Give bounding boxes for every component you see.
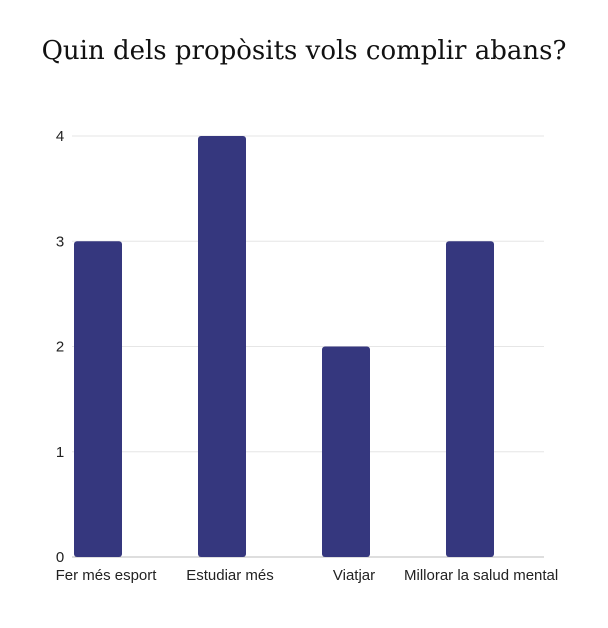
x-tick-label: Viatjar (333, 567, 375, 584)
bar (446, 241, 494, 557)
x-tick-label: Estudiar més (186, 567, 274, 584)
y-tick-label: 1 (56, 444, 64, 461)
bar (198, 136, 246, 557)
x-tick-label: Fer més esport (56, 567, 158, 584)
y-tick-label: 0 (56, 549, 64, 566)
x-tick-label: Millorar la salud mental (404, 567, 558, 584)
bar (322, 346, 370, 557)
chart-title: Quin dels propòsits vols complir abans? (41, 36, 567, 66)
y-tick-label: 2 (56, 339, 64, 356)
y-tick-label: 4 (56, 128, 64, 145)
bar (74, 241, 122, 557)
y-axis-ticks: 0 1 2 3 4 (56, 128, 64, 566)
bars (74, 136, 494, 557)
x-axis-ticks: Fer més esport Estudiar més Viatjar Millora… (56, 567, 559, 584)
y-tick-label: 3 (56, 233, 64, 250)
